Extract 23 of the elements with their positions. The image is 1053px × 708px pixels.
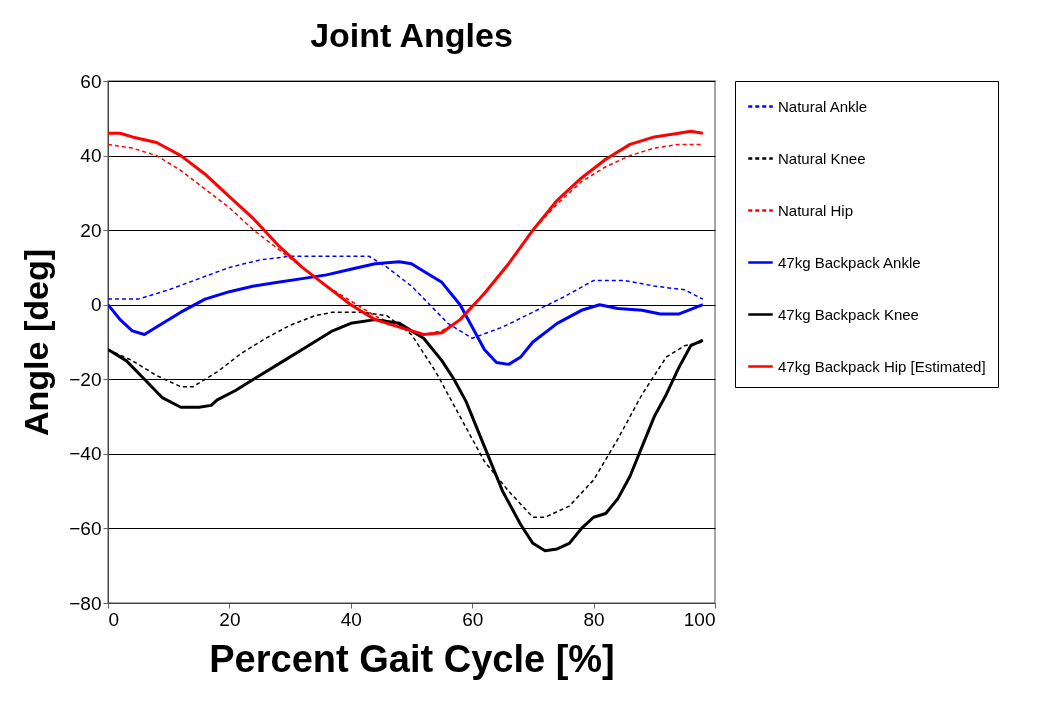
x-tick-label: 20 (219, 608, 241, 630)
chart-title: Joint Angles (310, 16, 513, 54)
y-tick-label: 40 (80, 145, 102, 167)
x-tick-label: 40 (340, 608, 362, 630)
y-tick-label: 0 (90, 294, 102, 316)
y-tick-label: −20 (69, 368, 102, 390)
x-tick-label: 0 (108, 608, 120, 630)
legend-label: 47kg Backpack Ankle (778, 253, 921, 271)
x-tick-label: 100 (683, 608, 716, 630)
y-tick-label: −40 (69, 443, 102, 465)
y-tick-label: −80 (69, 592, 102, 614)
x-tick-label: 60 (462, 608, 484, 630)
x-axis-title: Percent Gait Cycle [%] (209, 637, 615, 680)
y-axis-title: Angle [deg] (17, 249, 56, 436)
y-tick-label: −60 (69, 517, 102, 539)
legend-label: 47kg Backpack Hip [Estimated] (778, 357, 986, 375)
legend-label: Natural Hip (778, 201, 854, 219)
x-tick-label: 80 (583, 608, 605, 630)
y-tick-label: 20 (80, 219, 102, 241)
legend-label: Natural Knee (778, 149, 866, 167)
legend-label: Natural Ankle (778, 97, 868, 115)
y-tick-label: 60 (80, 70, 102, 92)
legend-label: 47kg Backpack Knee (778, 305, 919, 323)
